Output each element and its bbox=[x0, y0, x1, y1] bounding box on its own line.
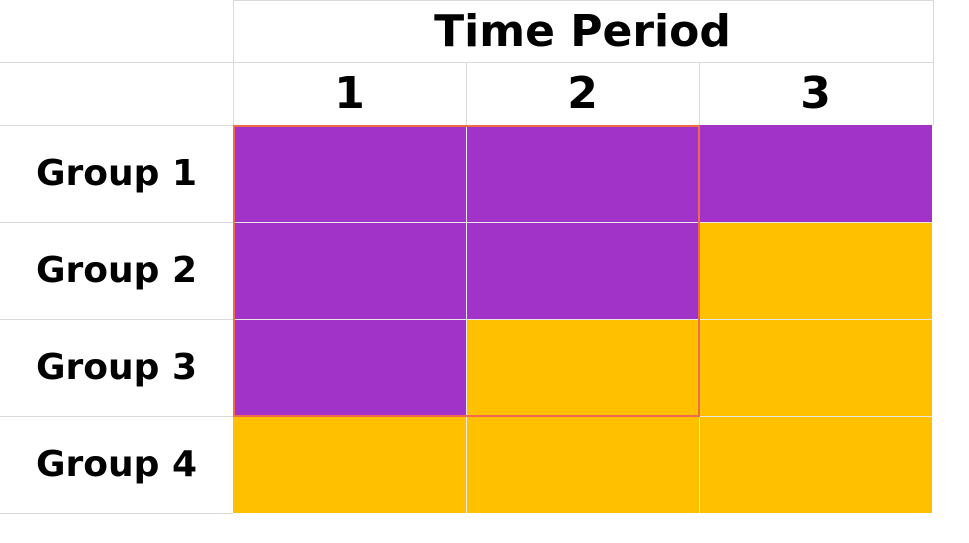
grid-line-v bbox=[699, 62, 700, 125]
cell-group-3-period-3 bbox=[699, 319, 932, 416]
cell-group-4-period-3 bbox=[699, 416, 932, 513]
cell-group-1-period-2 bbox=[466, 125, 699, 222]
period-label-1: 1 bbox=[334, 68, 365, 119]
grid-line-v bbox=[699, 125, 700, 513]
group-label-2: Group 2 bbox=[35, 250, 197, 291]
grid-line-h bbox=[0, 125, 233, 126]
grid-line-h bbox=[0, 416, 233, 417]
cell-group-4-period-2 bbox=[466, 416, 699, 513]
cell-group-3-period-1 bbox=[233, 319, 466, 416]
time-period-title: Time Period bbox=[434, 5, 731, 57]
grid-line-v bbox=[466, 62, 467, 125]
period-label-3: 3 bbox=[800, 68, 831, 119]
grid-line-h bbox=[233, 222, 933, 223]
cell-group-1-period-3 bbox=[699, 125, 932, 222]
group-label-1: Group 1 bbox=[35, 153, 197, 194]
grid-line-h bbox=[233, 416, 933, 417]
cell-group-2-period-3 bbox=[699, 222, 932, 319]
grid-line-v bbox=[233, 0, 234, 125]
cell-group-2-period-2 bbox=[466, 222, 699, 319]
grid-line-h bbox=[233, 319, 933, 320]
group-label-4: Group 4 bbox=[35, 444, 197, 485]
grid-line-h bbox=[0, 319, 233, 320]
cell-group-4-period-1 bbox=[233, 416, 466, 513]
grid-line-v bbox=[466, 125, 467, 513]
cell-group-1-period-1 bbox=[233, 125, 466, 222]
grid-line-v bbox=[933, 0, 934, 125]
grid-line-h bbox=[0, 513, 233, 514]
period-label-2: 2 bbox=[567, 68, 598, 119]
group-label-3: Group 3 bbox=[35, 347, 197, 388]
cell-group-3-period-2 bbox=[466, 319, 699, 416]
grid-line-h bbox=[233, 0, 933, 1]
grid-line-h bbox=[0, 222, 233, 223]
cell-group-2-period-1 bbox=[233, 222, 466, 319]
